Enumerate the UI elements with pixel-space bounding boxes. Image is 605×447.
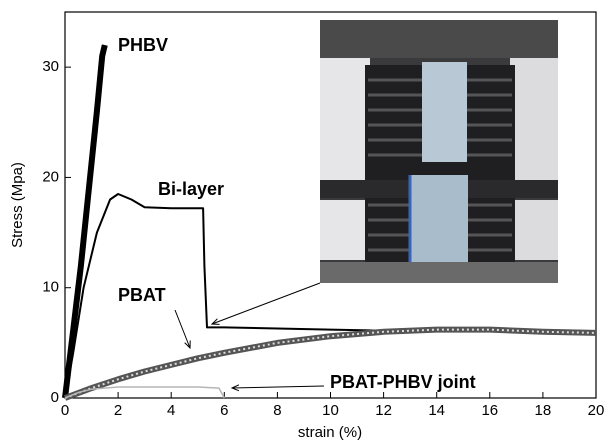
inset-photo xyxy=(320,20,558,283)
series-line xyxy=(64,386,225,399)
x-tick-label: 0 xyxy=(61,402,69,419)
x-axis-label: strain (%) xyxy=(298,424,362,441)
series-label: PBAT-PHBV joint xyxy=(330,372,476,392)
series-label: PHBV xyxy=(118,35,168,55)
x-tick-label: 14 xyxy=(428,402,445,419)
x-tick-label: 16 xyxy=(481,402,498,419)
series-label: PBAT xyxy=(118,285,166,305)
arrows xyxy=(174,282,325,388)
x-tick-label: 12 xyxy=(375,402,392,419)
series-line-hatch xyxy=(64,328,597,399)
x-tick-label: 20 xyxy=(588,402,605,419)
x-tick-label: 18 xyxy=(535,402,552,419)
y-axis-label: Stress (Mpa) xyxy=(9,162,26,248)
y-tick-label: 30 xyxy=(42,58,59,75)
series-label: Bi-layer xyxy=(158,179,224,199)
series-line xyxy=(62,44,108,399)
x-tick-label: 4 xyxy=(167,402,175,419)
y-tick-label: 10 xyxy=(42,279,59,296)
x-tick-label: 6 xyxy=(220,402,228,419)
x-tick-label: 2 xyxy=(114,402,122,419)
y-tick-label: 0 xyxy=(51,389,59,406)
y-tick-label: 20 xyxy=(42,168,59,185)
x-tick-label: 8 xyxy=(273,402,281,419)
x-tick-label: 10 xyxy=(322,402,339,419)
